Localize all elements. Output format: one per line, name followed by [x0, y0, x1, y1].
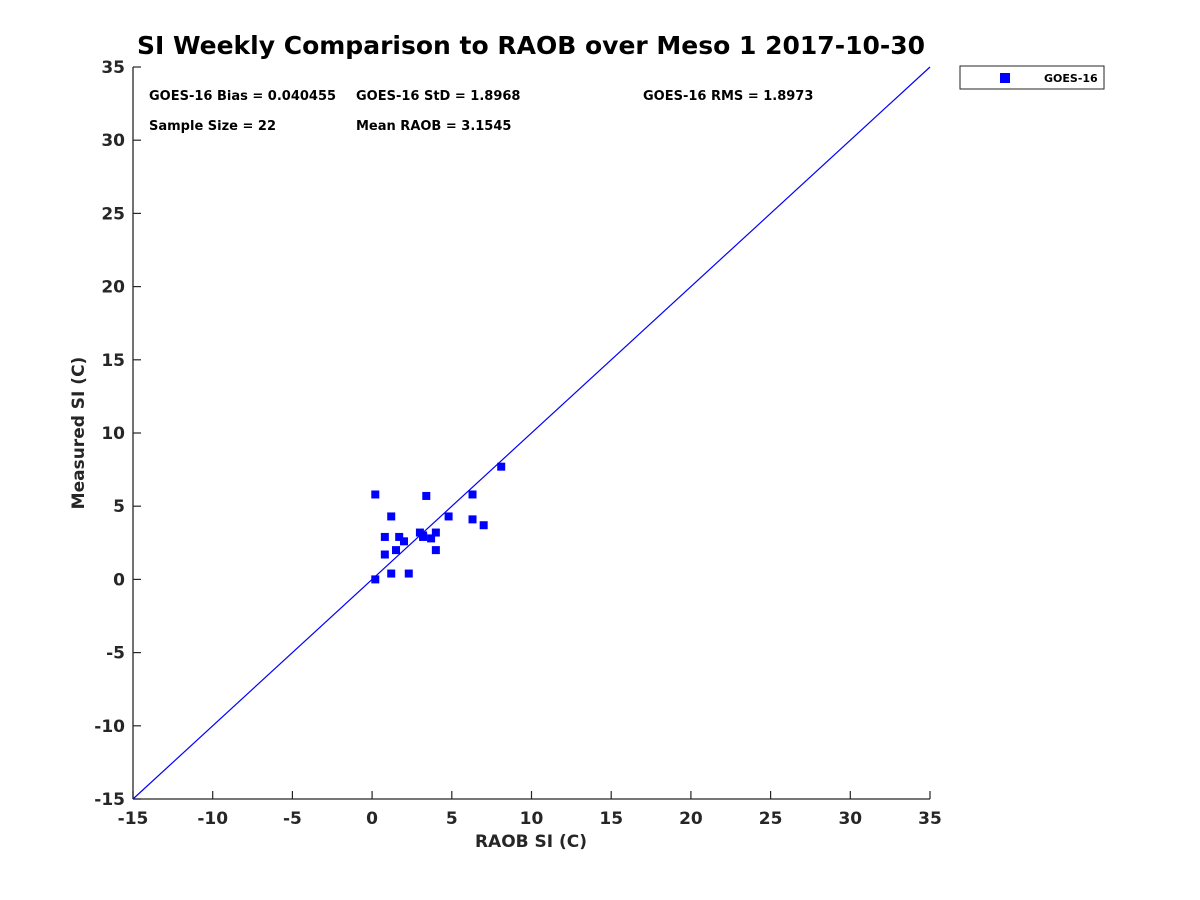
- stat-mean-raob: Mean RAOB = 3.1545: [356, 119, 511, 134]
- data-point: [479, 521, 488, 530]
- x-tick-label: 0: [366, 809, 378, 829]
- x-tick-label: -10: [197, 809, 228, 829]
- x-tick-label: 25: [759, 809, 783, 829]
- stat-sample-size: Sample Size = 22: [149, 119, 276, 134]
- data-point: [497, 462, 506, 471]
- x-tick-label: -15: [118, 809, 149, 829]
- y-tick-label: 35: [101, 58, 125, 78]
- y-tick-label: 0: [113, 570, 125, 590]
- data-point: [468, 515, 477, 524]
- y-tick-label: 10: [101, 424, 125, 444]
- y-tick-label: -10: [94, 717, 125, 737]
- stat-std: GOES-16 StD = 1.8968: [356, 89, 520, 104]
- data-point: [395, 532, 404, 541]
- data-point: [399, 537, 408, 546]
- data-point: [380, 532, 389, 541]
- data-point: [380, 550, 389, 559]
- x-tick-label: 10: [520, 809, 544, 829]
- y-tick-label: 15: [101, 351, 125, 371]
- x-tick-label: -5: [283, 809, 302, 829]
- data-point: [431, 546, 440, 555]
- data-point: [387, 569, 396, 578]
- x-tick-label: 35: [918, 809, 942, 829]
- data-point: [419, 531, 428, 540]
- legend-entry-goes16: GOES-16: [1044, 72, 1098, 85]
- x-tick-group: -15 -10 -5 0 5 10 15 20 25 30 35: [118, 791, 942, 829]
- one-to-one-reference-line: [132, 66, 931, 800]
- y-tick-label: 20: [101, 278, 125, 298]
- x-axis-label: RAOB SI (C): [475, 832, 587, 852]
- legend-box: [959, 65, 1105, 90]
- y-tick-label: 30: [101, 131, 125, 151]
- legend-marker-square: [1000, 73, 1010, 83]
- data-point: [431, 528, 440, 537]
- data-point: [468, 490, 477, 499]
- data-point: [387, 512, 396, 521]
- y-tick-label: -15: [94, 790, 125, 810]
- chart-title: SI Weekly Comparison to RAOB over Meso 1…: [137, 31, 925, 60]
- y-tick-label: 5: [113, 497, 125, 517]
- x-tick-label: 5: [446, 809, 458, 829]
- x-tick-label: 20: [679, 809, 703, 829]
- stat-rms: GOES-16 RMS = 1.8973: [643, 89, 813, 104]
- data-points-goes16: [371, 462, 506, 584]
- x-tick-label: 30: [838, 809, 862, 829]
- data-point: [371, 490, 380, 499]
- data-point: [444, 512, 453, 521]
- data-point: [371, 575, 380, 584]
- data-point: [422, 491, 431, 500]
- data-point: [427, 534, 436, 543]
- stat-bias: GOES-16 Bias = 0.040455: [149, 89, 336, 104]
- y-axis-label: Measured SI (C): [69, 357, 89, 510]
- y-tick-group: -15 -10 -5 0 5 10 15 20 25 30 35: [94, 58, 141, 810]
- legend: GOES-16: [959, 65, 1105, 90]
- y-tick-label: 25: [101, 204, 125, 224]
- x-tick-label: 15: [599, 809, 623, 829]
- y-tick-label: -5: [106, 644, 125, 664]
- data-point: [404, 569, 413, 578]
- data-point: [392, 546, 401, 555]
